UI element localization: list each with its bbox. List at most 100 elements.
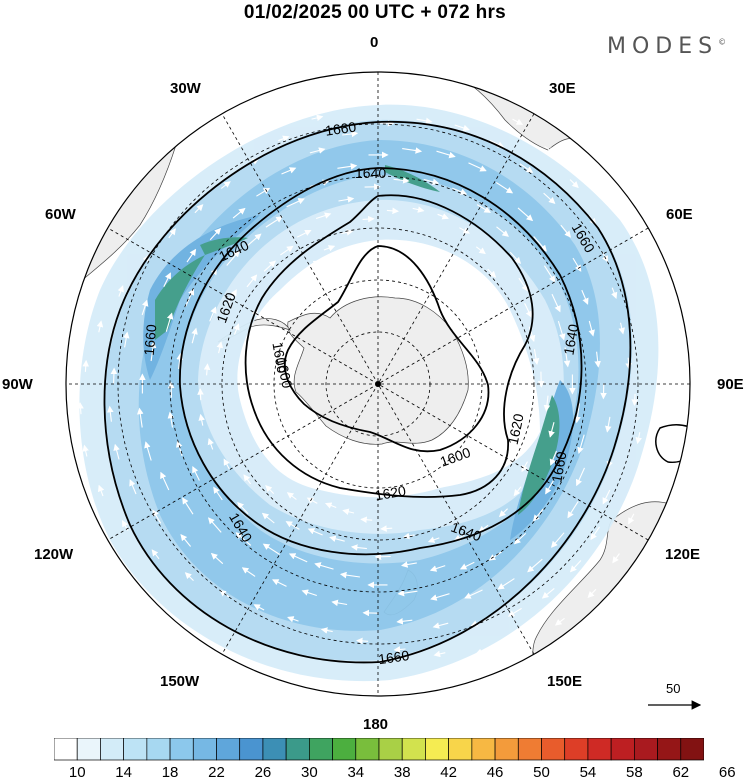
wind-vector xyxy=(315,212,332,220)
wind-vector xyxy=(226,250,240,266)
wind-vector xyxy=(432,88,445,95)
wind-vector xyxy=(453,534,465,541)
wind-vector xyxy=(311,114,324,122)
wind-vector xyxy=(512,118,524,125)
wind-vector xyxy=(246,274,258,288)
wind-vector xyxy=(220,181,231,189)
wind-vector xyxy=(402,147,423,154)
wind-vector xyxy=(563,347,571,368)
wind-vector xyxy=(577,434,585,454)
wind-vector xyxy=(635,472,642,484)
wind-vector xyxy=(216,341,224,354)
colorbar-tick-label: 62 xyxy=(672,764,690,781)
wind-vector xyxy=(339,571,360,579)
wind-vector xyxy=(82,359,90,372)
wind-vector xyxy=(356,637,369,645)
contour-1600 xyxy=(283,245,490,453)
contour-label: 1640 xyxy=(560,323,581,357)
wind-vector xyxy=(569,560,582,573)
colorbar-swatch xyxy=(309,738,333,761)
wind-vector xyxy=(588,320,595,337)
wind-vector xyxy=(495,182,514,194)
brand-text: MODES xyxy=(607,34,719,59)
wind-vector xyxy=(519,163,534,173)
wind-vector xyxy=(474,98,486,105)
wind-vector xyxy=(337,163,358,170)
wind-vector xyxy=(256,187,271,197)
wind-vector xyxy=(184,572,194,581)
wind-vector xyxy=(612,553,620,564)
wind-vector xyxy=(278,135,290,142)
colorbar-swatch xyxy=(494,738,519,761)
wind-vector xyxy=(468,162,487,172)
colorbar-tick-label: 34 xyxy=(347,764,365,781)
colorbar-tick-label: 58 xyxy=(626,764,643,781)
wind-vector xyxy=(396,617,413,625)
contour-label: 1660 xyxy=(377,647,410,667)
wind-vector xyxy=(286,198,305,208)
wind-vector xyxy=(228,289,237,304)
wind-vector xyxy=(459,561,475,570)
wind-vector xyxy=(233,323,240,335)
wind-vector xyxy=(476,204,491,213)
colorbar-swatch xyxy=(169,738,194,761)
contour-label: 1660 xyxy=(324,118,357,138)
lon-label-90w: 90W xyxy=(2,376,33,393)
wind-vector xyxy=(512,389,520,402)
colorbar-tick-label: 38 xyxy=(393,764,411,781)
colorbar-swatch xyxy=(587,738,612,761)
wind-vector xyxy=(149,341,157,362)
antarctica-land xyxy=(287,296,469,445)
wind-vector xyxy=(496,226,509,237)
wind-vector xyxy=(386,207,399,215)
wind-vector xyxy=(176,440,183,456)
wind-vector xyxy=(478,524,489,533)
colorbar-tick-label: 30 xyxy=(301,764,318,781)
wind-vector xyxy=(550,532,565,548)
wind-vector xyxy=(295,274,307,282)
wind-vector xyxy=(350,544,367,551)
contour-1660 xyxy=(103,120,632,664)
wind-vector xyxy=(185,288,195,307)
wind-vector xyxy=(569,179,579,189)
contour-label: 1660 xyxy=(141,323,160,356)
colorbar-swatch xyxy=(192,738,217,761)
lon-label-60w: 60W xyxy=(45,206,76,223)
wind-vector xyxy=(253,604,265,611)
wind-vector xyxy=(498,508,508,518)
wind-vector xyxy=(543,395,551,412)
wind-vector xyxy=(176,353,183,370)
wind-vector xyxy=(429,565,446,572)
height-contours xyxy=(103,120,632,664)
wind-vector xyxy=(194,204,204,214)
wind-vector xyxy=(402,532,415,540)
brand-logo: MODES© xyxy=(607,34,726,59)
wind-vector xyxy=(497,313,504,325)
colorbar-swatch xyxy=(216,738,241,761)
colorbar xyxy=(54,738,704,761)
wind-vector xyxy=(489,139,505,148)
wind-vector xyxy=(286,492,297,500)
wind-vector xyxy=(587,588,597,598)
wind-vector xyxy=(475,246,486,255)
colorbar-swatch xyxy=(239,738,264,761)
wind-vector xyxy=(524,303,532,318)
wind-vector xyxy=(459,227,470,234)
wind-vector xyxy=(232,207,246,219)
wind-vector xyxy=(618,322,625,335)
contour-label: 1600 xyxy=(438,444,473,470)
wind-vector xyxy=(246,233,262,248)
wind-vector xyxy=(182,497,194,515)
colorbar-swatch xyxy=(378,738,403,761)
wind-vector xyxy=(518,277,529,292)
colorbar-tick-label: 46 xyxy=(486,764,504,781)
wind-vector xyxy=(320,627,333,634)
wind-vector xyxy=(207,517,222,533)
wind-vector xyxy=(452,187,468,195)
contour-label: 1660 xyxy=(548,450,569,484)
copyright-mark: © xyxy=(718,37,727,47)
wind-vector xyxy=(527,558,543,573)
wind-vector xyxy=(223,458,230,470)
wind-vector xyxy=(635,432,642,445)
wind-vector xyxy=(590,526,600,541)
